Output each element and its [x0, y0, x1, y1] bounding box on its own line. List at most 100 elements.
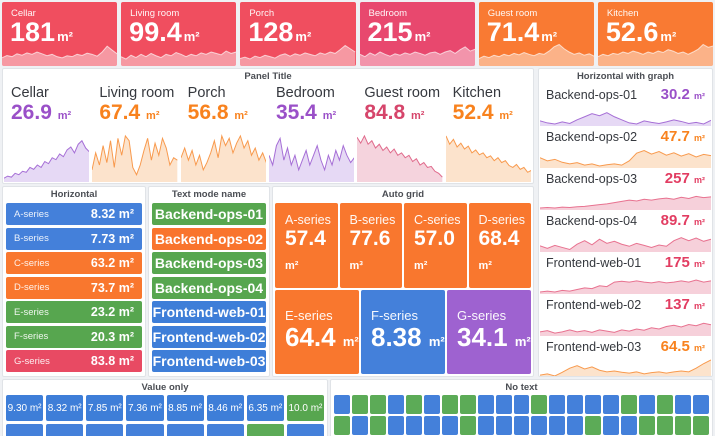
stat-tile-value: 52.6 m²	[605, 17, 677, 47]
name-bar: Backend-ops-02	[152, 227, 266, 250]
auto-grid-tile-value: 34.1 m²	[457, 322, 531, 352]
graph-row-value: 137 m²	[664, 296, 705, 313]
graph-row-value: 89.7 m²	[660, 212, 705, 229]
graph-list-row: Frontend-web-03 64.5 m²	[539, 336, 712, 376]
status-cell	[549, 395, 566, 414]
graph-row-unit: m²	[694, 133, 705, 143]
auto-grid: A-series 57.4 m² B-series 77.6 m³ C-seri…	[273, 202, 533, 375]
horizontal-panel: Horizontal A-series 8.32 m² B-series 7.7…	[2, 186, 146, 377]
auto-grid-tile-unit: m²	[414, 260, 428, 272]
auto-grid-row-2: E-series 64.4 m² F-series 8.38 m² G-seri…	[275, 290, 531, 374]
sparkline	[357, 130, 442, 182]
series-bar-value: 20.3 m²	[90, 329, 134, 344]
stat-item-label: Cellar	[11, 85, 49, 101]
stat-item-unit: m²	[57, 110, 72, 122]
stat-item: Cellar 26.9 m²	[3, 84, 91, 183]
horizontal-with-graph-panel: Horizontal with graph Backend-ops-01 30.…	[538, 68, 713, 377]
auto-grid-tile-unit: m²	[514, 334, 531, 349]
graph-row-label: Frontend-web-02	[546, 298, 642, 312]
series-bar-value: 8.32 m²	[90, 207, 134, 221]
stat-item-value: 84.8 m²	[364, 101, 425, 124]
stat-tile-unit: m²	[295, 29, 312, 44]
name-bar: Frontend-web-03	[152, 350, 266, 372]
auto-grid-tile: D-series 68.4 m²	[468, 203, 531, 288]
panel-header[interactable]: No text	[505, 382, 538, 393]
status-cell	[166, 424, 204, 436]
panel-header[interactable]: Horizontal	[50, 189, 98, 200]
graph-row-unit: m²	[694, 91, 705, 101]
sparkline	[269, 130, 354, 182]
graph-row-unit: m²	[694, 259, 705, 269]
name-bar: Frontend-web-01	[152, 301, 266, 323]
status-cell	[675, 395, 692, 414]
status-cell	[423, 395, 440, 414]
graph-row-unit: m²	[694, 217, 705, 227]
series-bar: A-series 8.32 m²	[6, 203, 142, 225]
graph-row-value: 175 m²	[664, 254, 705, 271]
status-cell	[126, 424, 164, 436]
status-cell	[585, 416, 602, 435]
status-cell	[246, 424, 284, 436]
stat-tile-label: Porch	[249, 8, 275, 19]
auto-grid-tile-label: D-series	[478, 213, 526, 227]
sparkline	[121, 41, 237, 66]
graph-row-value: 30.2 m²	[660, 86, 705, 103]
sparkline	[446, 130, 531, 182]
status-cell	[603, 395, 620, 414]
series-bar: G-series 83.8 m²	[6, 350, 142, 372]
panel-header[interactable]: Auto grid	[381, 189, 425, 200]
sparkline	[181, 130, 266, 182]
panel-header[interactable]: Value only	[141, 382, 189, 393]
auto-grid-tile-unit: m²	[478, 260, 492, 272]
graph-list-row: Backend-ops-04 89.7 m²	[539, 210, 712, 252]
graph-row-label: Backend-ops-01	[546, 88, 638, 102]
text-mode-rows: Backend-ops-01 Backend-ops-02 Backend-op…	[149, 202, 269, 376]
graph-row-label: Backend-ops-03	[546, 172, 638, 186]
stat-tile-value: 71.4 m²	[486, 17, 558, 47]
panel-header[interactable]: Text mode name	[171, 189, 247, 200]
graph-list-row: Backend-ops-01 30.2 m²	[539, 84, 712, 126]
graph-row-label: Backend-ops-04	[546, 214, 638, 228]
stat-tile: Porch 128 m²	[240, 2, 356, 66]
auto-grid-tile-unit: m²	[428, 334, 445, 349]
stat-tile-value: 99.4 m²	[129, 17, 200, 47]
auto-grid-tile-value: 77.6 m³	[349, 227, 391, 272]
series-bar-value: 7.73 m²	[90, 231, 134, 246]
stat-tile-unit: m²	[414, 29, 431, 44]
auto-grid-tile: B-series 77.6 m³	[339, 203, 402, 288]
sparkline	[4, 130, 89, 182]
series-bar-label: A-series	[14, 208, 49, 220]
graph-row-unit: m²	[694, 343, 705, 353]
status-cell	[639, 416, 656, 435]
sparkline	[478, 41, 594, 66]
sparkline	[540, 104, 711, 126]
stat-item: Kitchen 52.4 m²	[445, 84, 533, 183]
stat-item-label: Porch	[187, 85, 226, 101]
sparkline	[540, 146, 711, 168]
status-cell	[441, 416, 458, 435]
panel-header[interactable]: Horizontal with graph	[576, 71, 675, 82]
graph-row-text: Backend-ops-02 47.7 m²	[539, 126, 712, 145]
horizontal-rows: A-series 8.32 m² B-series 7.73 m² C-seri…	[3, 202, 145, 376]
status-cell	[513, 395, 530, 414]
name-bar: Backend-ops-03	[152, 252, 266, 274]
sparkline	[540, 356, 711, 376]
status-cell	[639, 395, 656, 414]
sparkline	[540, 272, 711, 294]
value-tile: 8.85 m²	[166, 395, 204, 421]
status-cell	[621, 395, 638, 414]
panel-header[interactable]: Panel Title	[244, 71, 292, 82]
stat-item-label: Bedroom	[275, 85, 335, 101]
status-cell	[405, 395, 422, 414]
status-cell	[459, 416, 476, 435]
series-bar-label: C-series	[14, 257, 50, 269]
status-cell	[693, 395, 709, 414]
value-tile: 9.30 m²	[6, 395, 44, 421]
auto-grid-tile-value: 57.0 m²	[414, 227, 455, 272]
stat-item: Porch 56.8 m²	[180, 84, 268, 183]
status-cell	[495, 416, 512, 435]
auto-grid-tile-value: 57.4 m²	[285, 227, 326, 272]
name-bar-label: Backend-ops-01	[154, 206, 264, 222]
stat-item-label: Guest room	[364, 85, 441, 101]
auto-grid-tile-unit: m³	[349, 260, 363, 272]
